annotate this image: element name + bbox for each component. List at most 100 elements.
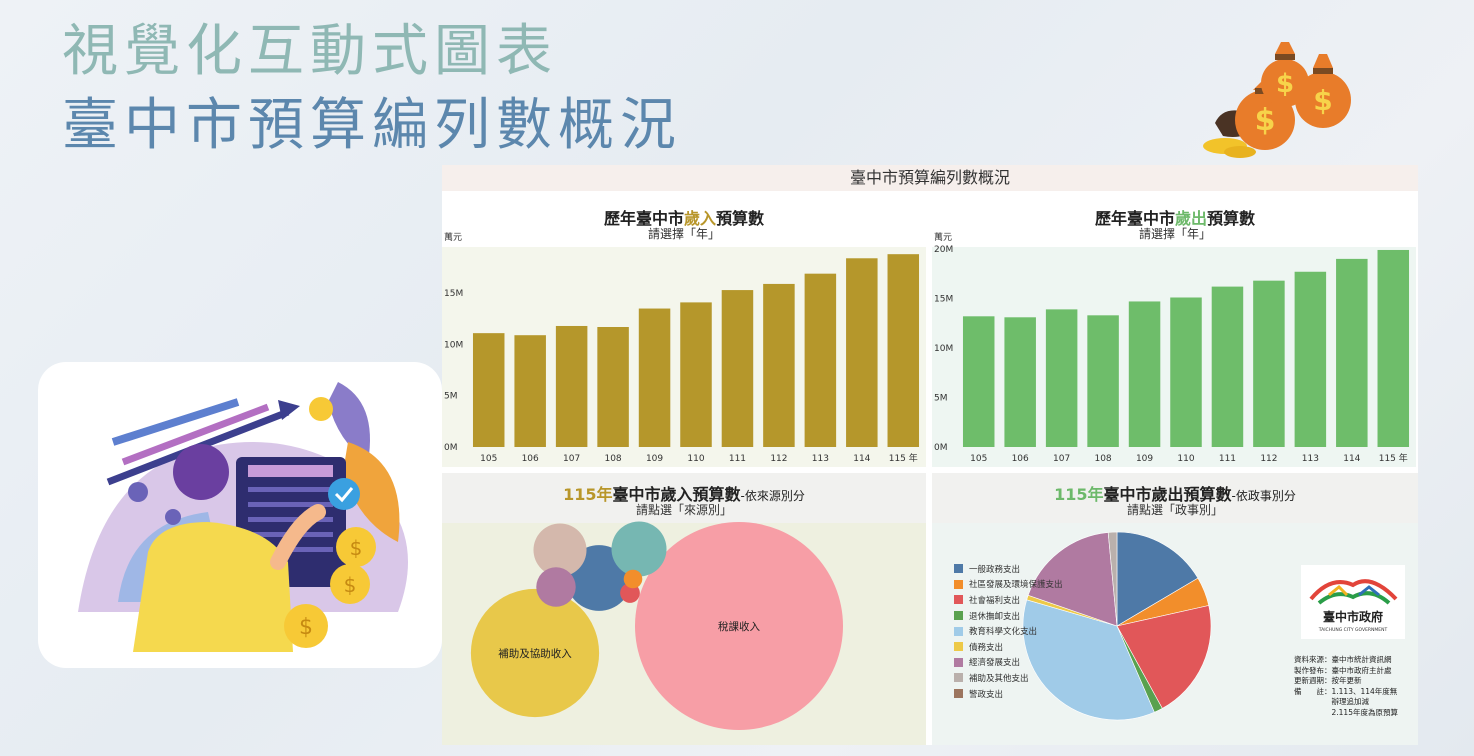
bubble-4[interactable] [533,523,587,577]
x-tick-label: 115 年 [889,452,918,464]
pie-slice-0[interactable] [1116,531,1199,627]
bubble-5[interactable] [536,567,576,607]
revenue-source-title-highlight: 115年 [563,485,613,504]
page-title-line1: 視覺化互動式圖表 [62,19,558,84]
bar-109[interactable] [638,308,671,447]
x-tick-label: 110 [687,454,704,464]
source-note-line: 備 註：1.113、114年度無 [1294,686,1398,696]
pie-slice-4[interactable] [1022,599,1155,721]
bar-115 年[interactable] [887,254,920,447]
legend-item[interactable]: 債務支出 [954,639,1063,655]
legend-label: 退休撫卹支出 [969,611,1021,622]
legend-item[interactable]: 退休撫卹支出 [954,608,1063,624]
legend-label: 補助及其他支出 [969,673,1029,684]
y-tick-label: 15M [934,294,953,304]
bar-110[interactable] [1170,297,1202,447]
bar-105[interactable] [962,316,995,447]
bar-107[interactable] [555,325,588,447]
bar-106[interactable] [514,335,546,447]
y-tick-label: 15M [444,289,463,299]
svg-text:$: $ [1276,69,1294,99]
expenditure-function-title-main: 臺中市歲出預算數 [1103,485,1232,504]
bar-114[interactable] [846,258,878,447]
legend-item[interactable]: 社會福利支出 [954,592,1063,608]
legend-item[interactable]: 警政支出 [954,686,1063,702]
y-tick-label: 0M [444,443,458,453]
bar-115 年[interactable] [1377,249,1410,447]
bar-112[interactable] [763,283,795,447]
legend-label: 社會福利支出 [969,595,1021,606]
revenue-panel-title: 歷年臺中市歲入預算數 [442,205,926,229]
source-note-line: 更新週期：按年更新 [1294,676,1362,685]
source-note-line: 辦理追加減 [1294,697,1369,706]
y-unit-label: 萬元 [934,231,952,243]
expenditure-function-subtitle: 請點選「政事別」 [1126,503,1223,517]
bubble-3[interactable] [611,521,667,577]
legend-item[interactable]: 補助及其他支出 [954,670,1063,686]
legend-label: 警政支出 [969,689,1004,700]
x-tick-label: 106 [522,454,539,464]
source-note-line: 資料來源：臺中市統計資訊網 [1294,655,1392,664]
expenditure-history-panel: 歷年臺中市歲出預算數 請選擇「年」 萬元 0M 5M 10M 15M 20M 105 106 1… [932,197,1418,467]
x-tick-label: 105 [970,454,987,464]
y-unit-label: 萬元 [444,231,462,243]
legend-label: 經濟發展支出 [969,658,1021,669]
x-tick-label: 105 [480,454,497,464]
svg-text:$: $ [299,615,313,640]
legend-item[interactable]: 一般政務支出 [954,561,1063,577]
legend-item[interactable]: 教育科學文化支出 [954,623,1063,639]
bar-108[interactable] [1087,315,1119,447]
bar-111[interactable] [721,290,754,447]
bar-107[interactable] [1045,309,1078,447]
pie-slice-2[interactable] [1116,605,1212,709]
pie-slice-6[interactable] [1027,532,1118,627]
logo-name-text: 臺中市政府 [1323,609,1383,624]
expenditure-function-pie-chart[interactable] [932,473,1418,745]
logo-english-text: TAICHUNG CITY GOVERNMENT [1318,627,1388,633]
expenditure-bar-chart[interactable]: 萬元 0M 5M 10M 15M 20M 105 106 107 108 109 110 111 112 1… [932,197,1418,467]
y-tick-label: 5M [934,393,948,403]
bar-109[interactable] [1128,301,1161,447]
revenue-title-highlight: 歲入 [683,209,716,228]
bubble-label: 補助及協助收入 [498,647,572,660]
expenditure-title-prefix: 歷年臺中市 [1094,209,1175,228]
bar-110[interactable] [680,302,712,447]
bubble-label: 稅課收入 [718,620,760,633]
legend-swatch [954,564,963,574]
bar-114[interactable] [1336,258,1368,447]
expenditure-panel-subtitle: 請選擇「年」 [1138,227,1211,241]
legend-label: 一般政務支出 [969,564,1021,575]
pie-legend: 一般政務支出社區發展及環境保護支出社會福利支出 退休撫卹支出 教育科學文化支出 債務支… [954,561,1063,701]
bar-112[interactable] [1253,280,1285,447]
x-tick-label: 108 [604,454,621,464]
bar-113[interactable] [804,273,837,447]
x-tick-label: 109 [1136,454,1153,464]
pie-slice-7[interactable] [1107,531,1118,627]
expenditure-title-suffix: 預算數 [1207,209,1256,228]
bubble-0[interactable] [635,522,843,730]
x-tick-label: 112 [1260,454,1277,464]
legend-item[interactable]: 社區發展及環境保護支出 [954,577,1063,593]
person-with-charts-illustration: $ $ $ [78,382,408,652]
source-notes: 資料來源：臺中市統計資訊網 製作發布：臺中市政府主計處 更新週期：按年更新備 註：1… [1294,655,1419,718]
x-tick-label: 114 [853,454,870,464]
legend-item[interactable]: 經濟發展支出 [954,655,1063,671]
page-title-line2: 臺中市預算編列數概況 [62,93,682,158]
bar-106[interactable] [1004,317,1036,447]
x-tick-label: 113 [1302,454,1319,464]
bubble-7[interactable] [623,569,643,589]
bar-108[interactable] [597,327,629,447]
x-tick-label: 106 [1012,454,1029,464]
svg-text:$: $ [1313,84,1332,117]
bar-113[interactable] [1294,271,1327,447]
money-bags-illustration: $ $ $ [1203,42,1351,158]
bubble-1[interactable] [470,588,600,718]
revenue-source-title-small: -依來源別分 [740,489,805,503]
bar-111[interactable] [1211,286,1244,447]
revenue-history-panel: 歷年臺中市歲入預算數 請選擇「年」 萬元 0M 5M 10M 15M 105 106 107 1… [442,197,926,467]
revenue-bar-chart[interactable]: 萬元 0M 5M 10M 15M 105 106 107 108 109 110 111 112 113 1… [442,197,926,467]
expenditure-title-highlight: 歲出 [1174,209,1207,228]
svg-text:$: $ [1255,103,1276,138]
bar-105[interactable] [472,333,505,447]
